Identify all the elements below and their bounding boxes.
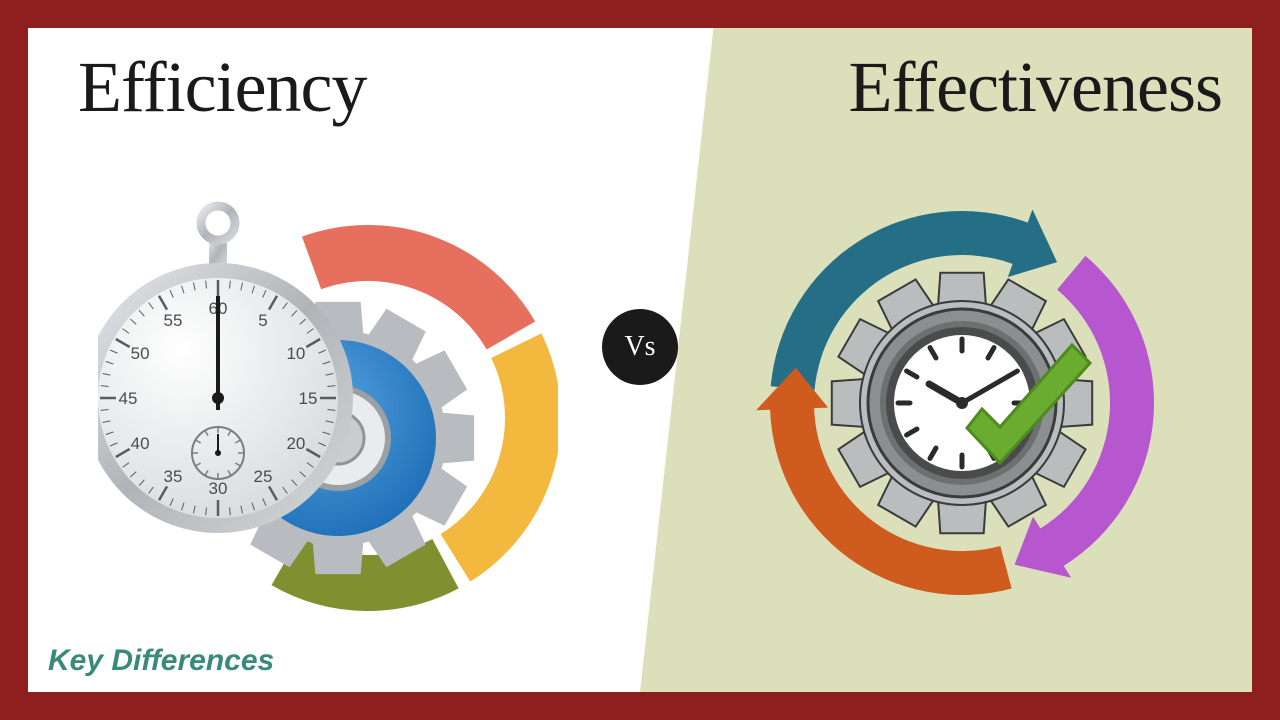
svg-text:25: 25 [254, 467, 273, 486]
svg-text:15: 15 [299, 389, 318, 408]
svg-text:55: 55 [164, 311, 183, 330]
effectiveness-graphic [732, 178, 1192, 618]
footer-brand: Key Differences [48, 644, 274, 678]
svg-text:50: 50 [131, 344, 150, 363]
clock-icon [890, 331, 1034, 475]
svg-text:30: 30 [209, 479, 228, 498]
svg-text:10: 10 [286, 344, 305, 363]
vs-label: Vs [624, 331, 655, 363]
svg-text:45: 45 [119, 389, 138, 408]
efficiency-graphic: 60510152025303540455055 [98, 178, 558, 618]
svg-text:40: 40 [131, 434, 150, 453]
title-effectiveness: Effectiveness [848, 46, 1222, 129]
svg-text:5: 5 [258, 311, 267, 330]
infographic-frame: Efficiency Effectiveness [0, 0, 1280, 720]
svg-text:35: 35 [164, 467, 183, 486]
svg-text:20: 20 [286, 434, 305, 453]
vs-badge: Vs [602, 309, 678, 385]
title-efficiency: Efficiency [78, 46, 367, 129]
